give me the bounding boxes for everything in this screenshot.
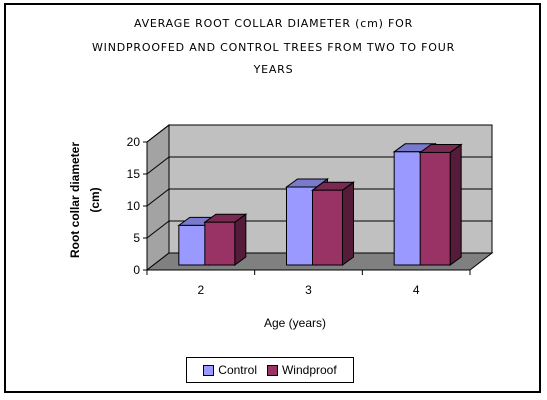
bar-control-2 — [178, 224, 210, 266]
gridline — [146, 124, 492, 143]
chart-title-line-3: YEARS — [253, 63, 294, 76]
x-tick-label: 4 — [413, 283, 420, 297]
legend-swatch-windproof — [266, 364, 278, 376]
chart-title-line-2: WINDPROOFED AND CONTROL TREES FROM TWO T… — [91, 41, 456, 54]
bar-control-4 — [393, 151, 425, 266]
bar-side — [449, 143, 462, 266]
x-tick-label: 2 — [197, 283, 204, 297]
legend-item-control: Control — [203, 363, 257, 377]
legend-label-control: Control — [218, 363, 257, 377]
y-axis-title-line-2: (cm) — [88, 187, 102, 212]
bar-windproof-4 — [419, 151, 451, 266]
y-tick-label: 20 — [127, 135, 141, 149]
legend-item-windproof: Windproof — [266, 363, 337, 377]
x-tick-label: 3 — [305, 283, 312, 297]
gridline — [146, 156, 492, 175]
y-tick-label: 0 — [133, 263, 140, 277]
bar-control-3 — [286, 186, 317, 266]
gridline — [146, 188, 492, 207]
y-tick-label: 10 — [127, 199, 141, 213]
legend: Control Windproof — [186, 357, 354, 383]
y-tick-label: 15 — [127, 167, 141, 181]
y-tick-label: 5 — [133, 231, 140, 245]
bar-side — [234, 213, 247, 266]
chart-title-line-1: AVERAGE ROOT COLLAR DIAMETER (cm) FOR — [133, 17, 414, 30]
legend-swatch-control — [203, 364, 215, 376]
bar-windproof-2 — [204, 221, 236, 266]
gridline — [146, 220, 492, 239]
bar-windproof-3 — [312, 189, 343, 266]
y-axis-title-line-1: Root collar diameter — [68, 142, 82, 258]
x-axis-title: Age (years) — [264, 316, 326, 330]
bar-side — [342, 181, 354, 266]
legend-label-windproof: Windproof — [281, 363, 337, 377]
